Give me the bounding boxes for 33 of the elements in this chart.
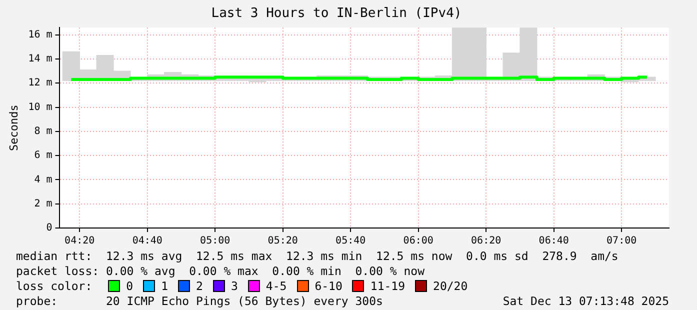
text: packet loss: 0.00 % avg 0.00 % max 0.00 % min 0.00 % now [16,263,426,278]
x-tick-label: 05:40 [336,236,366,247]
y-tick-label: 12 m [28,78,52,89]
x-tick-label: 06:40 [538,236,569,247]
text: loss color: [16,278,92,292]
text: 2 [196,278,203,292]
text: Sat Dec 13 07:13:48 2025 [502,294,669,308]
text: 1 [161,278,168,292]
x-tick-label: 05:00 [200,236,230,247]
x-tick-label: 06:00 [403,236,434,247]
y-tick-label: 8 m [34,126,52,138]
x-tick-label: 04:20 [64,236,95,247]
y-tick-label: 16 m [28,29,52,40]
text: 11-19 [370,278,406,292]
x-tick-label: 06:20 [471,236,502,247]
y-tick-label: 10 m [28,102,52,113]
y-tick-label: 4 m [34,174,52,186]
y-tick-label: 0 [46,222,52,234]
text: median rtt: 12.3 ms avg 12.5 ms max 12.3 ms min 12.5 ms now 0.0 ms sd 278.9 am/s [16,248,620,263]
x-tick-label: 04:40 [132,236,162,247]
text: 6-10 [314,278,342,292]
x-tick-label: 07:00 [606,236,637,247]
text: 3 [230,278,238,292]
text: probe: 20 ICMP Echo Pings (56 Bytes) every 300s [16,294,383,308]
text: 20/20 [433,278,468,292]
chart-title: Last 3 Hours to IN-Berlin (IPv4) [211,6,462,22]
y-tick-label: 14 m [28,54,52,65]
x-tick-label: 05:20 [268,236,298,247]
text: 4-5 [266,278,287,292]
y-tick-label: 2 m [34,198,52,210]
legend-label: 0 [126,278,134,292]
y-axis-title: Seconds [7,104,20,151]
y-tick-label: 6 m [34,150,52,162]
